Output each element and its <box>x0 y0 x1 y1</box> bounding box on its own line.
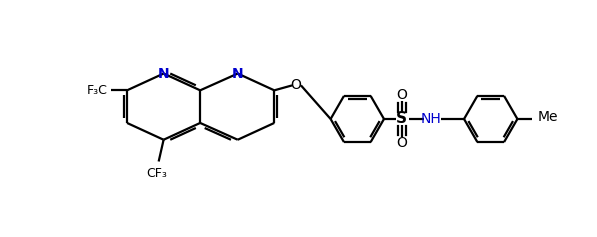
Text: NH: NH <box>421 112 442 126</box>
Text: O: O <box>291 78 301 92</box>
Text: N: N <box>158 67 170 81</box>
Text: F₃C: F₃C <box>87 84 107 97</box>
Text: O: O <box>396 88 407 102</box>
Text: CF₃: CF₃ <box>146 167 167 180</box>
Text: Me: Me <box>537 110 558 124</box>
Text: N: N <box>232 67 244 81</box>
Text: O: O <box>396 136 407 150</box>
Text: S: S <box>396 111 407 127</box>
